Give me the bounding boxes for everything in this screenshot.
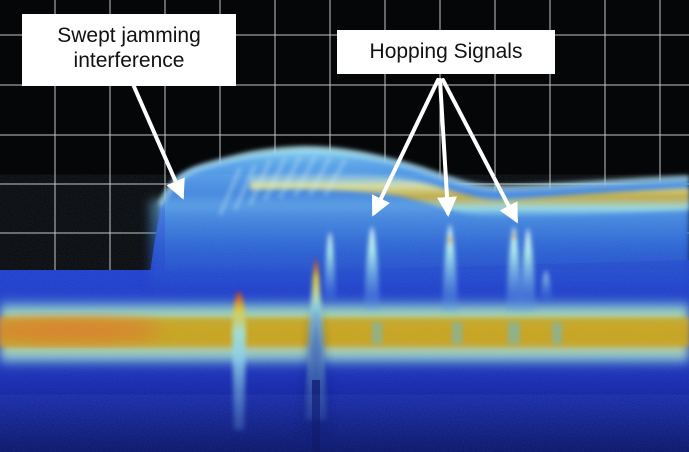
swept-jamming-label: Swept jamming interference <box>22 14 236 86</box>
hopping-signal-traces <box>364 224 552 312</box>
swept-jamming-label-line1: Swept jamming <box>57 24 201 47</box>
hopping-signals-label: Hopping Signals <box>337 30 555 74</box>
arrow-hopping-1 <box>371 78 440 217</box>
arrow-swept-jamming <box>130 80 185 200</box>
swept-jamming-label-line2: interference <box>73 49 185 72</box>
arrow-hopping-3 <box>441 78 518 224</box>
arrow-hopping-2 <box>437 78 458 217</box>
callout-arrows <box>130 78 518 224</box>
